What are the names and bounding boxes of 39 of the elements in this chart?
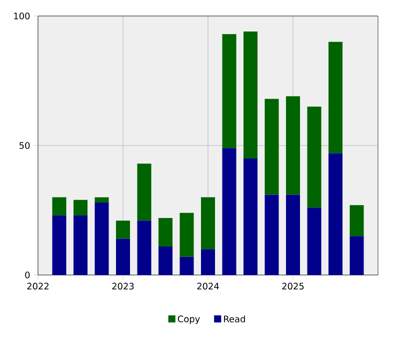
bar	[307, 106, 322, 208]
bar	[286, 194, 300, 275]
bar	[52, 197, 66, 216]
y-tick-label: 100	[14, 12, 30, 20]
x-tick-label: 2025	[282, 282, 304, 290]
bar	[137, 220, 152, 275]
bar	[243, 158, 258, 275]
bar	[200, 197, 216, 250]
bar	[94, 197, 109, 202]
x-tick-label: 2023	[112, 282, 134, 290]
bar	[286, 96, 300, 195]
bar	[180, 212, 194, 257]
bar	[73, 200, 88, 216]
bar	[52, 215, 66, 275]
bar	[328, 153, 343, 275]
bar	[328, 42, 343, 154]
y-tick-label: 0	[25, 272, 30, 278]
bar	[264, 194, 279, 275]
bar	[307, 208, 322, 275]
bar	[116, 220, 130, 239]
bar	[116, 238, 130, 275]
bar	[264, 98, 279, 195]
bar	[350, 236, 364, 275]
bar	[222, 34, 236, 148]
bar	[200, 249, 216, 275]
bar	[158, 218, 173, 247]
y-tick-label: 50	[20, 142, 30, 149]
bar	[180, 256, 194, 275]
legend-label: Read	[224, 315, 245, 322]
bar	[350, 205, 364, 236]
x-tick-label: 2024	[197, 282, 219, 290]
bar	[94, 202, 109, 275]
bar	[222, 148, 236, 275]
x-tick-label: 2022	[27, 282, 49, 290]
legend-label: Copy	[178, 316, 200, 324]
bar	[73, 215, 88, 275]
bar	[243, 32, 258, 158]
bar	[137, 164, 152, 221]
bar	[158, 246, 173, 275]
